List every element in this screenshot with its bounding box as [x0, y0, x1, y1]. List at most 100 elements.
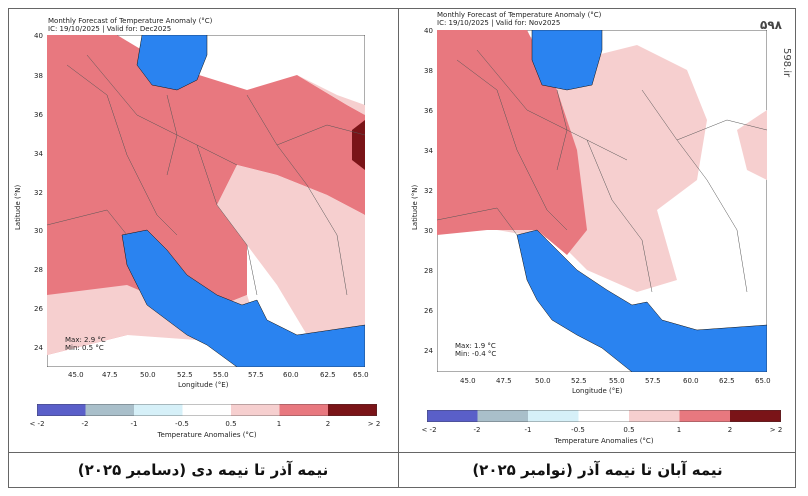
y-tick: 36: [34, 111, 43, 119]
cb-tick: -1: [130, 420, 138, 428]
caption-divider: [8, 452, 796, 453]
cb-tick: -1: [524, 426, 532, 434]
x-tick: 65.0: [755, 377, 771, 385]
map-plot-right: [437, 30, 767, 372]
y-tick: 40: [424, 27, 433, 35]
logo: ۵۹۸: [760, 18, 782, 32]
caption-right: نیمه آبان تا نیمه آذر (نوامبر ۲۰۲۵): [472, 461, 723, 479]
cb-bin: [629, 410, 680, 422]
cb-bin: [477, 410, 528, 422]
cb-tick: 1: [276, 420, 282, 428]
panel-divider: [398, 8, 399, 488]
x-tick: 65.0: [353, 371, 369, 379]
x-tick: 60.0: [683, 377, 699, 385]
y-tick: 34: [34, 150, 43, 158]
map-plot-left: [47, 35, 365, 367]
y-tick: 30: [424, 227, 433, 235]
cb-tick: > 2: [769, 426, 783, 434]
cb-tick: -2: [473, 426, 481, 434]
cb-tick: 0.5: [623, 426, 635, 434]
cb-tick: 0.5: [225, 420, 237, 428]
cb-tick: 2: [325, 420, 331, 428]
colorbar-label: Temperature Anomalies (°C): [554, 437, 654, 445]
persian-gulf: [121, 229, 365, 367]
cb-tick: -2: [81, 420, 89, 428]
y-axis-label: Latitude (°N): [14, 184, 22, 230]
min-value: Min: -0.4 °C: [455, 350, 497, 358]
site-text: 598.ir: [781, 48, 792, 78]
min-value: Min: 0.5 °C: [65, 344, 104, 352]
y-tick: 26: [34, 305, 43, 313]
map-subtitle: IC: 19/10/2025 | Valid for: Dec2025: [48, 25, 172, 33]
x-tick: 47.5: [496, 377, 512, 385]
cb-bin: [231, 404, 280, 416]
y-tick: 38: [34, 72, 43, 80]
cb-bin: [679, 410, 730, 422]
x-tick: 62.5: [320, 371, 336, 379]
colorbar-label: Temperature Anomalies (°C): [157, 431, 257, 439]
cb-tick: 1: [676, 426, 682, 434]
anomaly-region-05-1: [217, 165, 365, 335]
y-tick: 40: [34, 32, 43, 40]
y-tick: 24: [424, 347, 433, 355]
cb-tick: -0.5: [175, 420, 189, 428]
x-tick: 62.5: [719, 377, 735, 385]
y-tick: 38: [424, 67, 433, 75]
cb-bin: [134, 404, 183, 416]
anomaly-region-1-2: [47, 35, 365, 355]
cb-tick: > 2: [367, 420, 381, 428]
y-tick: 30: [34, 227, 43, 235]
anomaly-region-05-1b: [737, 110, 767, 180]
x-axis-label: Longitude (°E): [572, 387, 623, 395]
borders: [437, 49, 767, 293]
y-tick: 32: [34, 189, 43, 197]
colorbar-left: [37, 404, 377, 416]
x-tick: 52.5: [571, 377, 587, 385]
cb-bin: [37, 404, 86, 416]
caspian-sea: [531, 30, 603, 91]
cb-bin: [528, 410, 579, 422]
cb-bin: [328, 404, 377, 416]
y-tick: 32: [424, 187, 433, 195]
cb-bin: [85, 404, 134, 416]
y-tick: 28: [34, 266, 43, 274]
cb-bin: [279, 404, 328, 416]
y-tick: 28: [424, 267, 433, 275]
cb-bin: [578, 410, 629, 422]
x-tick: 50.0: [140, 371, 156, 379]
cb-tick: < -2: [29, 420, 45, 428]
map-subtitle: IC: 19/10/2025 | Valid for: Nov2025: [437, 19, 561, 27]
y-axis-label: Latitude (°N): [411, 184, 419, 230]
cb-tick: -0.5: [571, 426, 585, 434]
persian-gulf: [516, 229, 767, 372]
max-value: Max: 2.9 °C: [65, 336, 106, 344]
y-tick: 34: [424, 147, 433, 155]
y-tick: 36: [424, 107, 433, 115]
x-tick: 57.5: [645, 377, 661, 385]
figure-frame: [8, 8, 796, 488]
x-tick: 55.0: [213, 371, 229, 379]
cb-bin: [427, 410, 478, 422]
cb-tick: 2: [727, 426, 733, 434]
x-tick: 60.0: [283, 371, 299, 379]
map-title: Monthly Forecast of Temperature Anomaly …: [437, 11, 602, 19]
x-tick: 45.0: [460, 377, 476, 385]
x-axis-label: Longitude (°E): [178, 381, 229, 389]
x-tick: 57.5: [248, 371, 264, 379]
cb-tick: < -2: [421, 426, 437, 434]
cb-bin: [730, 410, 781, 422]
x-tick: 47.5: [102, 371, 118, 379]
x-tick: 50.0: [535, 377, 551, 385]
y-tick: 26: [424, 307, 433, 315]
y-tick: 24: [34, 344, 43, 352]
max-value: Max: 1.9 °C: [455, 342, 496, 350]
map-title: Monthly Forecast of Temperature Anomaly …: [48, 17, 213, 25]
caspian-sea: [136, 35, 208, 91]
x-tick: 52.5: [177, 371, 193, 379]
borders: [47, 54, 365, 296]
cb-bin: [182, 404, 231, 416]
colorbar-right: [427, 410, 781, 422]
caption-left: نیمه آذر تا نیمه دی (دسامبر ۲۰۲۵): [77, 461, 329, 479]
x-tick: 45.0: [68, 371, 84, 379]
x-tick: 55.0: [609, 377, 625, 385]
